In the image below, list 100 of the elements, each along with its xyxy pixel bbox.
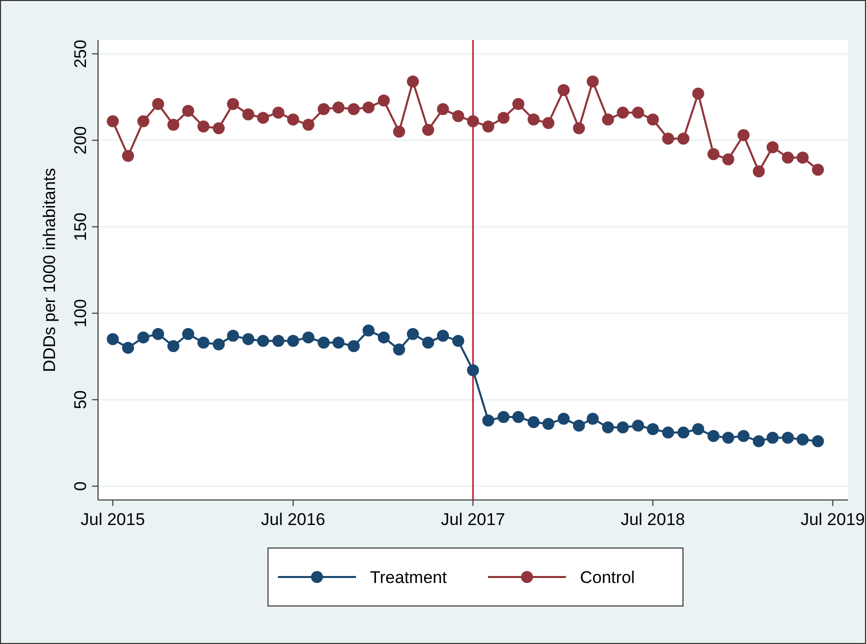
y-tick-label: 50 bbox=[71, 390, 90, 410]
point bbox=[167, 118, 180, 131]
point bbox=[212, 122, 225, 134]
point bbox=[422, 124, 434, 136]
point bbox=[378, 94, 390, 107]
point bbox=[707, 430, 720, 442]
point bbox=[528, 114, 540, 126]
point bbox=[602, 421, 614, 434]
point bbox=[167, 340, 180, 352]
point bbox=[558, 412, 570, 425]
point bbox=[482, 414, 494, 426]
point bbox=[766, 141, 779, 154]
x-tick-label: Jul 2016 bbox=[260, 510, 326, 529]
point bbox=[632, 106, 644, 119]
point bbox=[632, 420, 644, 432]
point bbox=[796, 433, 809, 446]
y-tick-label: 0 bbox=[71, 481, 90, 491]
point bbox=[137, 331, 150, 344]
point bbox=[646, 114, 659, 126]
point bbox=[302, 331, 314, 344]
point bbox=[212, 338, 225, 350]
point bbox=[602, 114, 614, 126]
point bbox=[528, 416, 540, 428]
y-axis-title: DDDs per 1000 inhabitants bbox=[40, 168, 59, 372]
point bbox=[332, 336, 344, 349]
point bbox=[152, 98, 164, 110]
point bbox=[738, 129, 750, 142]
point bbox=[512, 98, 524, 110]
point bbox=[318, 103, 330, 116]
point bbox=[406, 328, 419, 340]
point bbox=[452, 110, 464, 122]
legend-label: Control bbox=[580, 568, 635, 587]
point bbox=[677, 426, 690, 439]
point bbox=[287, 334, 300, 347]
point bbox=[182, 104, 194, 117]
point bbox=[257, 112, 270, 124]
point bbox=[152, 328, 164, 340]
point bbox=[242, 108, 254, 120]
point bbox=[227, 330, 240, 342]
point bbox=[287, 114, 300, 126]
point bbox=[436, 103, 449, 116]
point bbox=[572, 122, 585, 134]
point bbox=[106, 333, 119, 346]
point bbox=[378, 331, 390, 344]
point bbox=[707, 148, 720, 160]
point bbox=[318, 336, 330, 349]
point bbox=[722, 153, 734, 166]
point bbox=[662, 132, 674, 145]
point bbox=[646, 423, 659, 436]
point bbox=[436, 330, 449, 342]
point bbox=[766, 432, 779, 444]
point bbox=[332, 101, 344, 114]
point bbox=[467, 364, 479, 376]
x-tick-label: Jul 2019 bbox=[800, 510, 865, 529]
point bbox=[272, 106, 284, 119]
legend-label: Treatment bbox=[370, 568, 448, 587]
y-tick-label: 250 bbox=[71, 40, 90, 68]
point bbox=[498, 410, 510, 423]
point bbox=[137, 115, 150, 128]
x-tick-label: Jul 2015 bbox=[80, 510, 145, 529]
point bbox=[616, 421, 629, 434]
point bbox=[662, 426, 674, 439]
point bbox=[482, 120, 494, 132]
point bbox=[586, 412, 599, 425]
point bbox=[752, 165, 765, 178]
point bbox=[452, 334, 464, 347]
point bbox=[752, 435, 765, 448]
point bbox=[572, 420, 585, 432]
y-tick-label: 150 bbox=[71, 212, 90, 241]
point bbox=[197, 120, 210, 132]
point bbox=[542, 117, 554, 130]
point bbox=[122, 342, 134, 354]
point bbox=[393, 126, 406, 138]
point bbox=[796, 152, 809, 164]
point bbox=[272, 334, 284, 347]
point bbox=[122, 150, 134, 162]
point bbox=[302, 118, 314, 131]
point bbox=[197, 336, 210, 349]
x-tick-label: Jul 2018 bbox=[620, 510, 686, 529]
point bbox=[106, 115, 119, 128]
point bbox=[498, 112, 510, 124]
point bbox=[812, 435, 824, 448]
point bbox=[558, 84, 570, 96]
point bbox=[692, 88, 704, 100]
point bbox=[542, 418, 554, 430]
point bbox=[722, 432, 734, 444]
point bbox=[393, 344, 406, 356]
point bbox=[692, 423, 704, 436]
point bbox=[242, 333, 254, 346]
point bbox=[362, 324, 375, 337]
point bbox=[362, 101, 375, 114]
point bbox=[616, 106, 629, 119]
point bbox=[782, 432, 794, 444]
point bbox=[812, 164, 824, 176]
point bbox=[182, 328, 194, 340]
point bbox=[586, 76, 599, 88]
point bbox=[738, 430, 750, 442]
x-tick-label: Jul 2017 bbox=[440, 510, 506, 529]
y-tick-label: 200 bbox=[71, 126, 90, 154]
point bbox=[406, 76, 419, 88]
